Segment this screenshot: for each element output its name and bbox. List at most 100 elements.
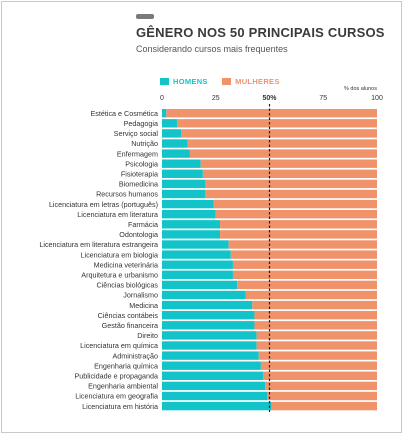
bar-women xyxy=(202,169,377,178)
category-label: Arquitetura e urbanismo xyxy=(81,271,158,280)
bar-men xyxy=(162,119,178,128)
bar-women xyxy=(260,361,377,370)
bar-men xyxy=(162,401,272,411)
category-label: Engenharia ambiental xyxy=(88,382,158,391)
bar-women xyxy=(254,321,377,330)
bar-men xyxy=(162,361,261,370)
legend-label-women: MULHERES xyxy=(235,77,280,86)
category-label: Psicologia xyxy=(125,159,158,168)
bar-women xyxy=(245,290,377,300)
category-label: Licenciatura em biologia xyxy=(80,250,158,259)
legend-swatch-women xyxy=(222,78,232,85)
category-label: Estética e Cosmética xyxy=(90,109,158,118)
category-label: Enfermagem xyxy=(117,149,158,158)
category-label: Jornalismo xyxy=(123,291,158,300)
bar-men xyxy=(162,240,229,249)
bar-men xyxy=(162,290,246,300)
bar-women xyxy=(258,351,377,360)
bar-women xyxy=(228,240,377,249)
bar-women xyxy=(220,220,377,229)
header-accent-bar xyxy=(136,14,154,19)
category-label: Engenharia química xyxy=(94,361,158,370)
bar-men xyxy=(162,331,257,340)
category-label: Licenciatura em química xyxy=(80,341,158,350)
bar-women xyxy=(166,109,377,118)
bar-men xyxy=(162,220,221,229)
bar-women xyxy=(232,260,377,269)
bar-women xyxy=(187,139,377,148)
bar-men xyxy=(162,139,188,148)
bar-men xyxy=(162,311,255,320)
bar-women xyxy=(205,189,377,199)
bar-women xyxy=(189,149,377,158)
bar-women xyxy=(232,270,377,279)
x-tick-label: 25 xyxy=(212,95,220,102)
bar-men xyxy=(162,210,216,219)
bar-women xyxy=(256,331,377,340)
bar-men xyxy=(162,230,221,239)
bar-men xyxy=(162,381,266,391)
bar-women xyxy=(256,341,377,350)
chart-subtitle: Considerando cursos mais frequentes xyxy=(136,44,288,54)
category-label: Serviço social xyxy=(114,129,159,138)
bar-chart: % dos alunos 0 25 50% 75 100 Estética e Cosmét… xyxy=(39,86,383,412)
category-label: Licenciatura em literatura estrangeira xyxy=(39,240,158,249)
category-label: Farmácia xyxy=(128,220,158,229)
bar-women xyxy=(237,280,377,290)
category-label: Fisioterapia xyxy=(121,170,158,179)
chart-title: GÊNERO NOS 50 PRINCIPAIS CURSOS xyxy=(136,25,385,40)
category-label: Pedagogia xyxy=(124,119,158,128)
bar-women xyxy=(220,230,377,239)
category-label: Biomedicina xyxy=(119,180,158,189)
category-label: Medicina xyxy=(129,301,158,310)
category-label: Licenciatura em letras (português) xyxy=(49,200,158,209)
bar-men xyxy=(162,341,257,350)
bar-men xyxy=(162,129,182,138)
bar-men xyxy=(162,199,214,209)
category-label: Licenciatura em história xyxy=(82,402,158,411)
x-tick-label: 0 xyxy=(160,95,164,102)
bar-men xyxy=(162,371,264,380)
category-label: Administração xyxy=(112,351,158,360)
category-label: Ciências contábeis xyxy=(98,311,159,320)
bar-women xyxy=(230,250,377,259)
x-tick-label: 100 xyxy=(371,95,383,102)
bar-men xyxy=(162,280,238,290)
bar-men xyxy=(162,270,233,279)
legend-item-men: HOMENS xyxy=(160,77,208,86)
bar-women xyxy=(181,129,377,138)
category-label: Ciências biológicas xyxy=(96,281,158,290)
category-label: Recursos humanos xyxy=(96,190,158,199)
legend-label-men: HOMENS xyxy=(173,77,208,86)
bar-men xyxy=(162,391,268,401)
x-tick-label: 50% xyxy=(262,95,277,102)
bar-men xyxy=(162,159,201,168)
category-label: Odontologia xyxy=(119,230,158,239)
bar-men xyxy=(162,250,231,259)
category-label: Direito xyxy=(137,331,158,340)
bar-men xyxy=(162,351,259,360)
bar-women xyxy=(267,391,377,401)
bar-women xyxy=(271,401,377,411)
legend: HOMENS MULHERES xyxy=(160,72,290,90)
bar-men xyxy=(162,260,233,269)
bar-women xyxy=(200,159,377,168)
bar-men xyxy=(162,149,190,158)
bar-men xyxy=(162,189,205,199)
bar-women xyxy=(265,381,377,391)
legend-item-women: MULHERES xyxy=(222,77,280,86)
bar-women xyxy=(215,210,377,219)
category-label: Nutrição xyxy=(131,139,158,148)
x-tick-label: 75 xyxy=(319,95,327,102)
category-label: Publicidade e propaganda xyxy=(74,372,158,381)
category-label: Medicina veterinária xyxy=(94,260,158,269)
bar-women xyxy=(252,300,377,310)
bar-men xyxy=(162,179,205,189)
category-label: Licenciatura em geografia xyxy=(75,392,158,401)
bar-men xyxy=(162,300,253,310)
bar-women xyxy=(213,199,377,209)
bar-men xyxy=(162,109,167,118)
bar-women xyxy=(177,119,377,128)
bar-women xyxy=(263,371,377,380)
